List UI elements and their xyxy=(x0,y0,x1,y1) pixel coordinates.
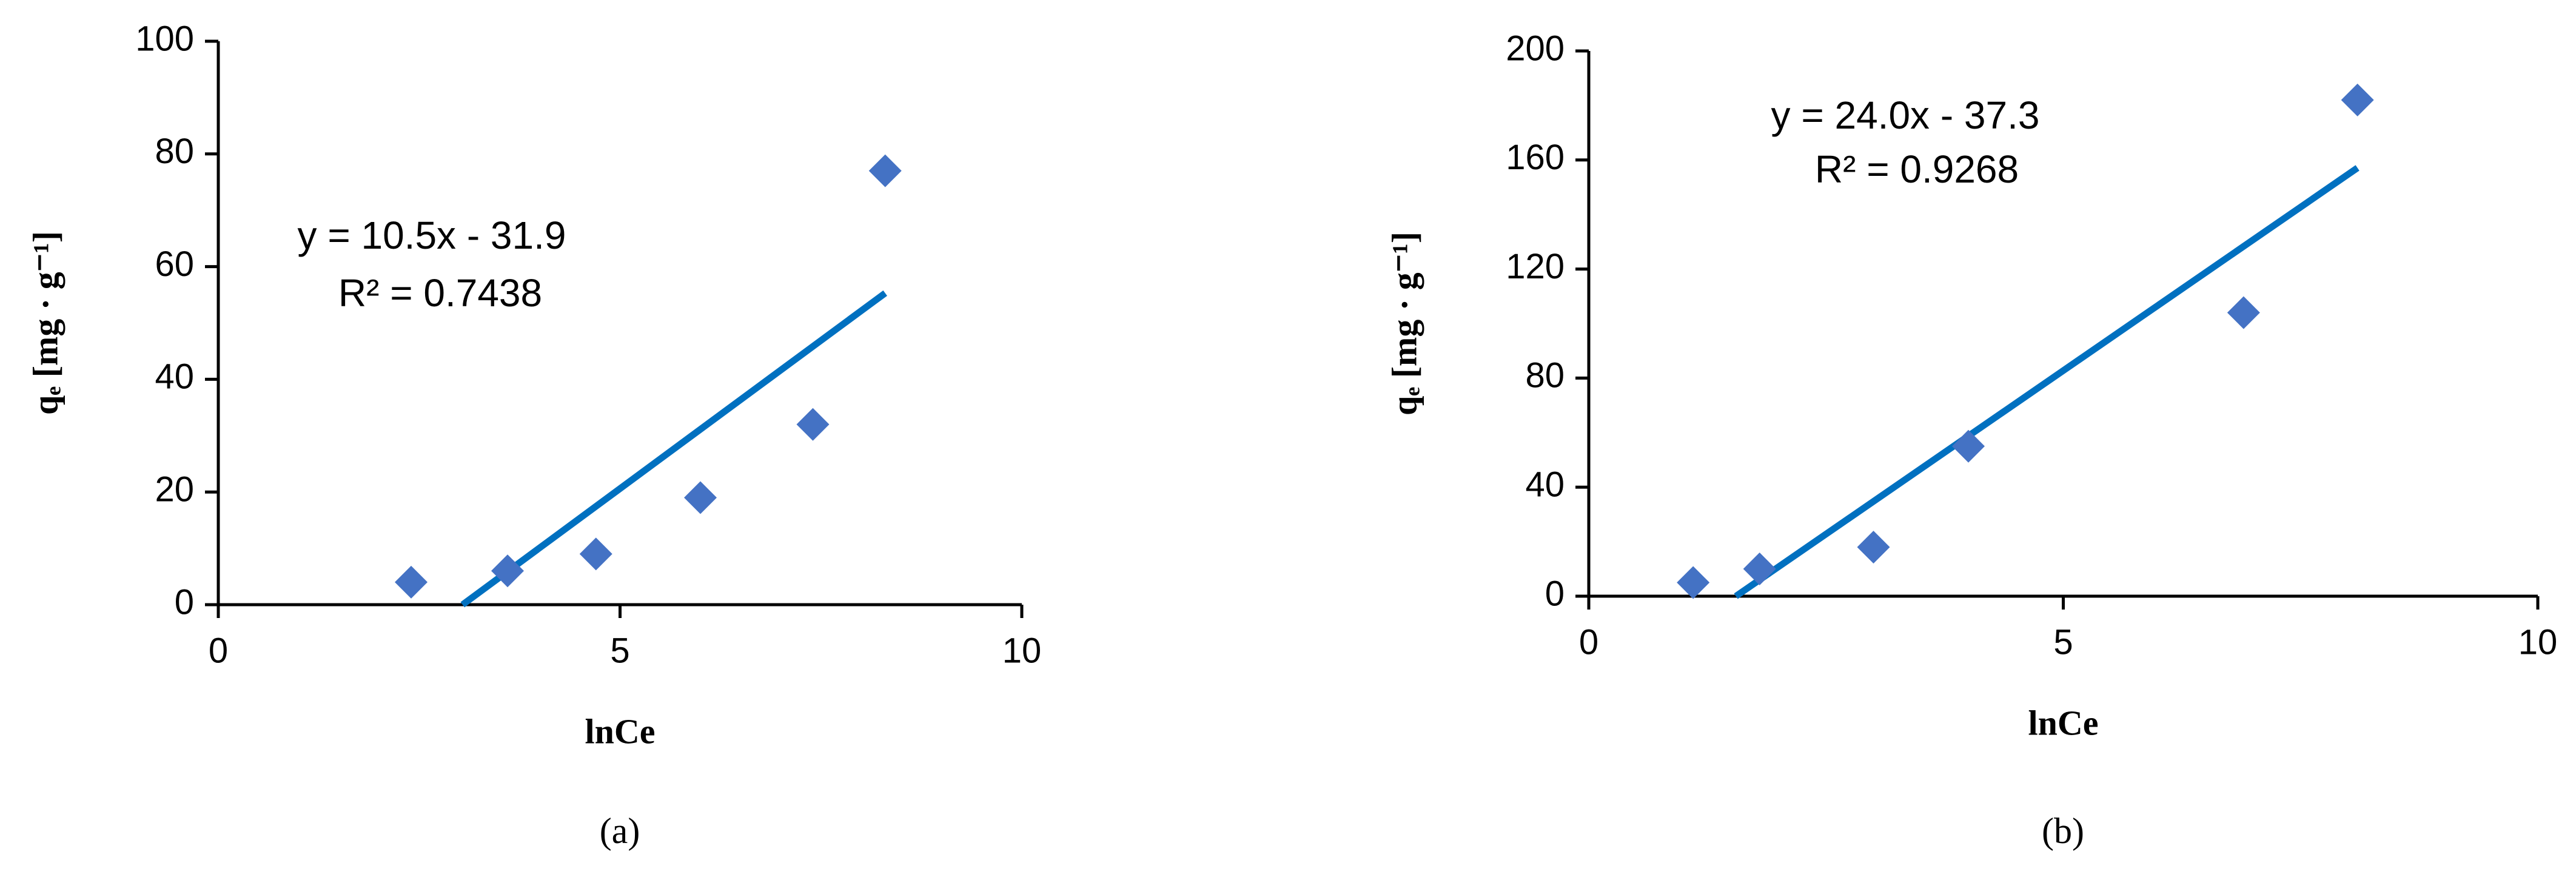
x-tick-label: 0 xyxy=(209,631,228,670)
point xyxy=(684,481,717,514)
annotation: R² = 0.9268 xyxy=(1815,147,2019,191)
y-tick-label: 0 xyxy=(1545,574,1565,613)
annotation: y = 10.5x - 31.9 xyxy=(298,213,566,257)
annotation: y = 24.0x - 37.3 xyxy=(1771,93,2040,137)
point xyxy=(2227,296,2260,329)
y-tick-label: 60 xyxy=(155,244,194,284)
point xyxy=(1743,553,1776,586)
fit-line xyxy=(460,290,888,608)
x-tick-label: 10 xyxy=(2518,622,2558,662)
point xyxy=(1952,429,1985,463)
caption: (a) xyxy=(600,811,640,851)
y-tick-label: 200 xyxy=(1506,29,1565,68)
fit-line xyxy=(1734,165,2360,599)
caption: (b) xyxy=(2042,811,2084,851)
y-tick-label: 120 xyxy=(1506,247,1565,286)
y-tick-label: 20 xyxy=(155,470,194,509)
point xyxy=(1857,531,1890,564)
x-axis-label: lnCe xyxy=(585,711,656,751)
x-tick-label: 5 xyxy=(2053,622,2073,662)
y-tick-label: 80 xyxy=(155,132,194,171)
point xyxy=(491,554,524,588)
point xyxy=(2341,83,2374,116)
y-axis-label: qₑ [mg · g⁻¹] xyxy=(25,231,65,415)
point xyxy=(395,565,428,599)
annotation: R² = 0.7438 xyxy=(338,271,542,315)
y-tick-label: 0 xyxy=(175,582,194,622)
point xyxy=(579,537,612,571)
y-tick-label: 40 xyxy=(1525,465,1565,505)
y-tick-label: 160 xyxy=(1506,138,1565,177)
y-axis-label: qₑ [mg · g⁻¹] xyxy=(1384,232,1424,415)
x-axis-label: lnCe xyxy=(2028,703,2099,742)
point xyxy=(868,154,902,187)
point xyxy=(796,408,830,441)
x-tick-label: 10 xyxy=(1002,631,1042,670)
point xyxy=(1677,566,1710,599)
x-tick-label: 5 xyxy=(610,631,629,670)
y-tick-label: 40 xyxy=(155,357,194,397)
y-tick-label: 80 xyxy=(1525,356,1565,395)
y-tick-label: 100 xyxy=(135,19,194,58)
x-tick-label: 0 xyxy=(1579,622,1598,662)
